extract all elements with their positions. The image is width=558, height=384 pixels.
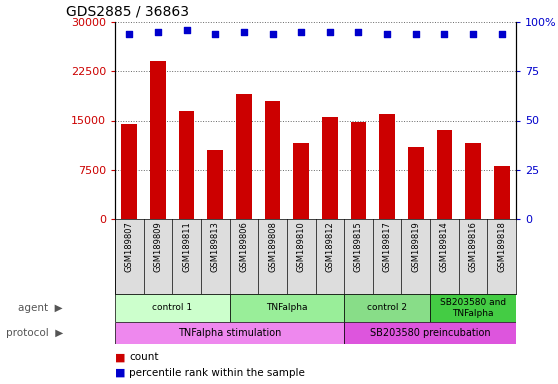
Text: percentile rank within the sample: percentile rank within the sample <box>129 368 305 378</box>
Bar <box>465 144 481 219</box>
Point <box>383 31 392 37</box>
Text: GDS2885 / 36863: GDS2885 / 36863 <box>66 4 189 18</box>
Point <box>182 27 191 33</box>
Text: TNFalpha stimulation: TNFalpha stimulation <box>178 328 281 338</box>
Bar <box>115 322 344 344</box>
Text: control 1: control 1 <box>152 303 193 313</box>
Bar <box>494 167 509 219</box>
Bar <box>115 294 229 322</box>
Text: GSM189817: GSM189817 <box>383 221 392 272</box>
Text: GSM189809: GSM189809 <box>153 221 162 272</box>
Text: ■: ■ <box>115 353 126 362</box>
Text: agent  ▶: agent ▶ <box>18 303 62 313</box>
Text: GSM189815: GSM189815 <box>354 221 363 272</box>
Point <box>440 31 449 37</box>
Bar <box>294 144 309 219</box>
Text: GSM189819: GSM189819 <box>411 221 420 272</box>
Bar <box>344 322 516 344</box>
Text: GSM189810: GSM189810 <box>297 221 306 272</box>
Text: GSM189808: GSM189808 <box>268 221 277 272</box>
Point <box>325 29 334 35</box>
Bar <box>236 94 252 219</box>
Text: SB203580 preincubation: SB203580 preincubation <box>370 328 490 338</box>
Text: GSM189811: GSM189811 <box>182 221 191 272</box>
Text: control 2: control 2 <box>367 303 407 313</box>
Text: GSM189814: GSM189814 <box>440 221 449 272</box>
Text: protocol  ▶: protocol ▶ <box>6 328 62 338</box>
Text: GSM189816: GSM189816 <box>469 221 478 272</box>
Text: GSM189812: GSM189812 <box>325 221 334 272</box>
Point <box>239 29 248 35</box>
Point <box>497 31 506 37</box>
Point <box>268 31 277 37</box>
Bar <box>322 117 338 219</box>
Point <box>354 29 363 35</box>
Text: count: count <box>129 353 158 362</box>
Text: GSM189806: GSM189806 <box>239 221 248 272</box>
Point <box>125 31 134 37</box>
Bar <box>344 294 430 322</box>
Bar <box>436 130 453 219</box>
Bar <box>179 111 195 219</box>
Point <box>297 29 306 35</box>
Text: SB203580 and
TNFalpha: SB203580 and TNFalpha <box>440 298 506 318</box>
Bar <box>150 61 166 219</box>
Point <box>411 31 420 37</box>
Bar <box>430 294 516 322</box>
Bar <box>208 150 223 219</box>
Bar <box>264 101 281 219</box>
Text: GSM189813: GSM189813 <box>211 221 220 272</box>
Text: GSM189807: GSM189807 <box>125 221 134 272</box>
Bar <box>229 294 344 322</box>
Point <box>153 29 162 35</box>
Bar <box>379 114 395 219</box>
Bar <box>408 147 424 219</box>
Point <box>211 31 220 37</box>
Bar <box>350 122 367 219</box>
Text: GSM189818: GSM189818 <box>497 221 506 272</box>
Text: ■: ■ <box>115 368 126 378</box>
Point <box>469 31 478 37</box>
Text: TNFalpha: TNFalpha <box>266 303 307 313</box>
Bar <box>122 124 137 219</box>
